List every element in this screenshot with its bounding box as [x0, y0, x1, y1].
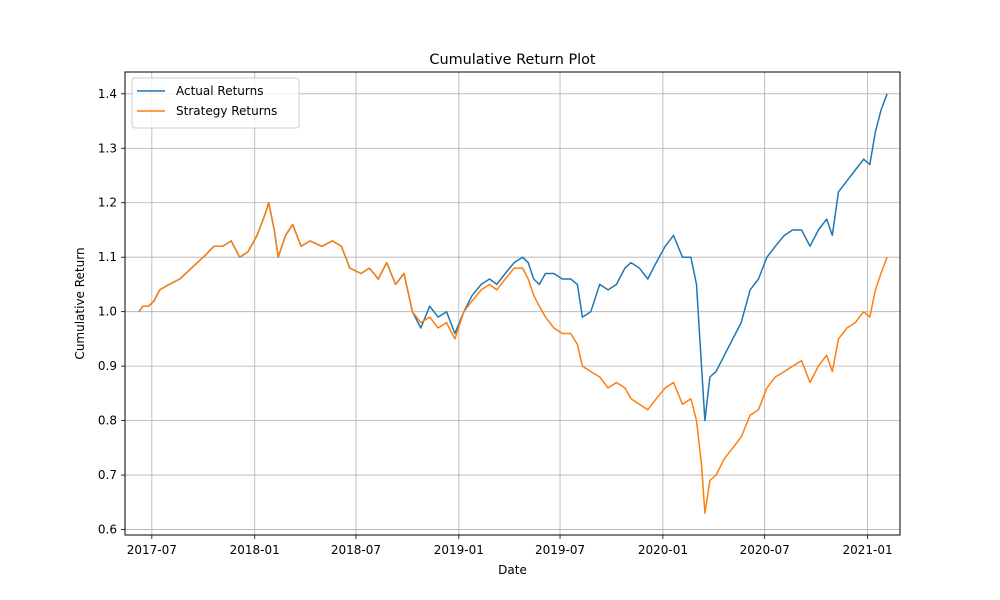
tick-layer: 2017-07 2018-01 2018-07 2019-01 2019-07 2020-…	[98, 87, 893, 557]
x-tick-label: 2018-07	[331, 543, 381, 557]
x-tick-label: 2020-01	[638, 543, 688, 557]
y-tick-label: 0.8	[98, 414, 117, 428]
grid-layer	[125, 72, 900, 535]
legend: Actual Returns Strategy Returns	[131, 77, 300, 129]
chart-title: Cumulative Return Plot	[429, 52, 596, 68]
x-tick-label: 2021-01	[842, 543, 892, 557]
axes-frame	[124, 71, 901, 536]
legend-box	[131, 77, 300, 129]
y-tick-label: 0.9	[98, 359, 117, 373]
y-tick-label: 0.6	[98, 523, 117, 537]
x-axis-title: Date	[498, 563, 527, 577]
y-tick-label: 0.7	[98, 468, 117, 482]
series-line-strategy-returns	[138, 201, 888, 514]
x-tick-label: 2020-07	[740, 543, 790, 557]
x-tick-label: 2019-07	[535, 543, 585, 557]
legend-label-strategy-returns: Strategy Returns	[176, 104, 277, 118]
y-tick-label: 1.3	[98, 141, 117, 155]
legend-label-actual-returns: Actual Returns	[176, 84, 263, 98]
y-axis-title: Cumulative Return	[73, 247, 87, 359]
y-tick-label: 1.0	[98, 305, 117, 319]
y-tick-label: 1.4	[98, 87, 117, 101]
x-tick-label: 2019-01	[434, 543, 484, 557]
x-tick-label: 2017-07	[127, 543, 177, 557]
y-tick-label: 1.1	[98, 250, 117, 264]
series-layer	[138, 93, 888, 514]
y-tick-label: 1.2	[98, 196, 117, 210]
x-tick-label: 2018-01	[230, 543, 280, 557]
